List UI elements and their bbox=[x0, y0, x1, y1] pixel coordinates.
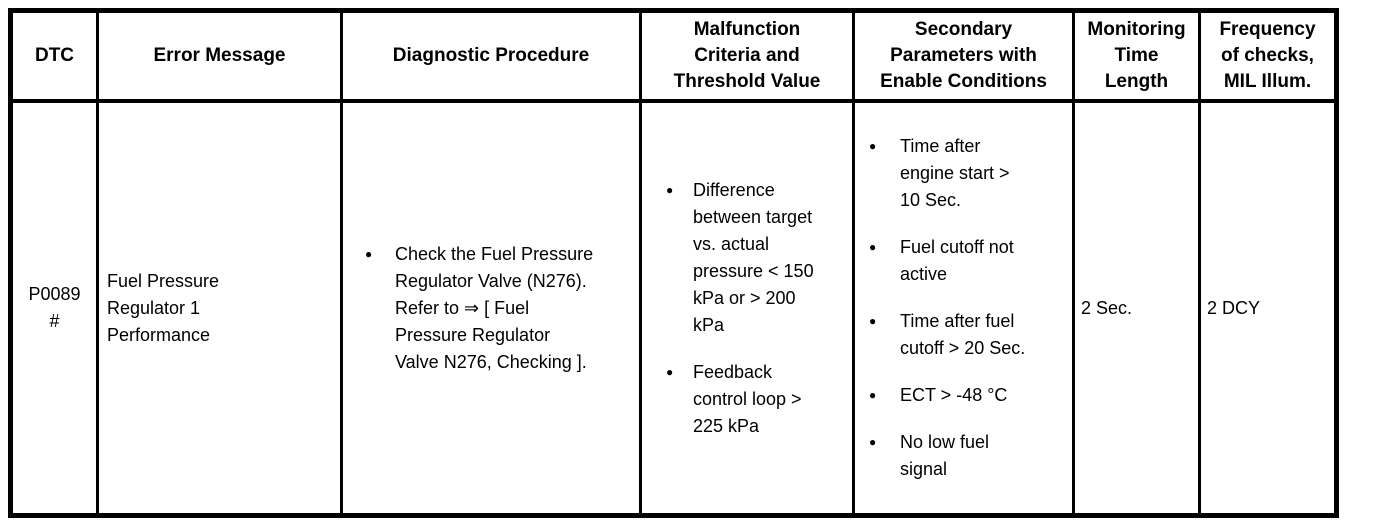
column-header-malfunction-criteria: Malfunction Criteria and Threshold Value bbox=[642, 13, 855, 103]
list-item: ● Difference between target vs. actual p… bbox=[666, 177, 846, 339]
bullet-icon: ● bbox=[869, 240, 877, 254]
column-header-secondary-parameters: Secondary Parameters with Enable Conditi… bbox=[855, 13, 1075, 103]
bullet-icon: ● bbox=[365, 246, 373, 261]
malfunction-criteria-list: ● Difference between target vs. actual p… bbox=[642, 177, 852, 440]
column-header-diagnostic-procedure: Diagnostic Procedure bbox=[343, 13, 642, 103]
cell-secondary-parameters: ● Time after engine start > 10 Sec. ● Fu… bbox=[855, 103, 1075, 513]
diagnostic-procedure-list: ● Check the Fuel Pressure Regulator Valv… bbox=[343, 241, 639, 376]
bullet-icon: ● bbox=[666, 182, 674, 197]
list-item: ● Time after fuel cutoff > 20 Sec. bbox=[869, 308, 1068, 362]
bullet-icon: ● bbox=[869, 435, 877, 449]
bullet-icon: ● bbox=[666, 364, 674, 379]
bullet-icon: ● bbox=[869, 388, 877, 402]
column-header-monitoring-time: Monitoring Time Length bbox=[1075, 13, 1201, 103]
dtc-table: DTC Error Message Diagnostic Procedure M… bbox=[8, 8, 1339, 518]
bullet-icon: ● bbox=[869, 139, 877, 153]
list-item-text: Check the Fuel Pressure Regulator Valve … bbox=[395, 243, 594, 372]
secondary-parameters-list: ● Time after engine start > 10 Sec. ● Fu… bbox=[855, 133, 1072, 483]
list-item: ● ECT > -48 °C bbox=[869, 382, 1068, 409]
list-item-text: No low fuel signal bbox=[900, 432, 990, 479]
cell-frequency: 2 DCY bbox=[1207, 297, 1261, 318]
list-item: ● No low fuel signal bbox=[869, 429, 1068, 483]
list-item-text: Time after fuel cutoff > 20 Sec. bbox=[900, 311, 1026, 358]
cell-diagnostic-procedure: ● Check the Fuel Pressure Regulator Valv… bbox=[343, 103, 642, 513]
column-header-error-message: Error Message bbox=[99, 13, 343, 103]
cell-malfunction-criteria: ● Difference between target vs. actual p… bbox=[642, 103, 855, 513]
list-item-text: Time after engine start > 10 Sec. bbox=[900, 136, 1010, 210]
bullet-icon: ● bbox=[869, 314, 877, 328]
cell-error-message: Fuel Pressure Regulator 1 Performance bbox=[99, 103, 343, 513]
cell-dtc: P0089 # bbox=[13, 103, 99, 513]
column-header-dtc: DTC bbox=[13, 13, 99, 103]
list-item: ● Time after engine start > 10 Sec. bbox=[869, 133, 1068, 214]
list-item-text: Fuel cutoff not active bbox=[900, 237, 1014, 284]
column-header-frequency: Frequency of checks, MIL Illum. bbox=[1201, 13, 1334, 103]
list-item: ● Check the Fuel Pressure Regulator Valv… bbox=[365, 241, 631, 376]
list-item: ● Fuel cutoff not active bbox=[869, 234, 1068, 288]
list-item-text: Difference between target vs. actual pre… bbox=[693, 179, 814, 335]
list-item: ● Feedback control loop > 225 kPa bbox=[666, 359, 846, 440]
cell-monitoring-time: 2 Sec. bbox=[1075, 103, 1201, 513]
list-item-text: Feedback control loop > 225 kPa bbox=[693, 361, 802, 436]
list-item-text: ECT > -48 °C bbox=[900, 385, 1008, 405]
